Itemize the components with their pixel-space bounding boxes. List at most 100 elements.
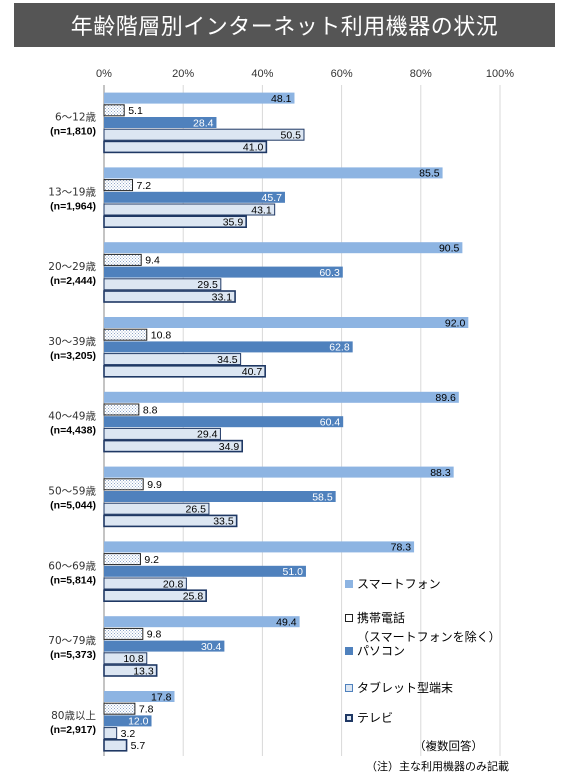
data-label-tablet: 26.5 xyxy=(186,504,207,516)
bar-tablet xyxy=(103,502,210,515)
bar-pc xyxy=(104,341,353,353)
category-sample-size-label: (n=2,444) xyxy=(50,275,96,287)
category-age-label: 30～39歳 xyxy=(48,336,96,348)
bar-tv xyxy=(103,664,158,677)
legend-swatch-tablet xyxy=(345,683,353,692)
legend-item-pc: パソコン xyxy=(345,642,405,659)
bar-tv xyxy=(103,290,236,303)
legend-swatch-pc xyxy=(345,646,353,655)
bar-tablet xyxy=(103,353,242,366)
data-label-smartphone: 89.6 xyxy=(435,392,456,404)
legend-label-tv: テレビ xyxy=(357,711,394,725)
category-age-label: 70～79歳 xyxy=(48,635,96,647)
category-sample-size-label: (n=5,373) xyxy=(50,649,96,661)
data-label-tv: 13.3 xyxy=(133,665,154,677)
note-multiple-answers: （複数回答） xyxy=(414,739,483,753)
data-label-mobile: 7.2 xyxy=(137,180,152,192)
data-label-smartphone: 48.1 xyxy=(271,93,292,105)
data-label-tv: 40.7 xyxy=(242,366,263,378)
data-label-pc: 60.3 xyxy=(319,267,340,279)
data-label-smartphone: 49.4 xyxy=(276,617,297,629)
bar-tv xyxy=(103,140,268,154)
legend-swatch-smartphone xyxy=(345,579,353,588)
bar-smartphone xyxy=(104,541,415,553)
bar-pc xyxy=(104,117,217,128)
legend-label-pc: パソコン xyxy=(357,644,406,658)
bar-mobile xyxy=(103,253,142,266)
data-label-tv: 35.9 xyxy=(223,217,244,229)
category-sample-size-label: (n=1,964) xyxy=(50,200,96,212)
category-age-label: 6～12歳 xyxy=(55,112,97,124)
legend-label-mobile-sub: （スマートフォンを除く） xyxy=(357,630,501,644)
data-label-mobile: 9.4 xyxy=(145,255,160,267)
category-age-label: 80歳以上 xyxy=(51,710,96,722)
legend-label-mobile: 携帯電話 xyxy=(357,611,406,625)
bar-tv xyxy=(103,215,247,228)
data-label-mobile: 9.2 xyxy=(144,554,159,566)
data-label-pc: 60.4 xyxy=(320,417,341,429)
bar-pc xyxy=(104,266,343,278)
legend-label-tablet: タブレット型端末 xyxy=(357,681,454,695)
data-label-pc: 62.8 xyxy=(329,342,350,354)
data-label-tablet: 29.4 xyxy=(197,429,218,441)
data-label-pc: 12.0 xyxy=(128,716,149,728)
bar-smartphone xyxy=(104,317,469,328)
bar-smartphone xyxy=(104,466,454,478)
bar-tablet xyxy=(103,203,276,216)
category-sample-size-label: (n=5,044) xyxy=(50,500,96,512)
bar-pc xyxy=(104,191,285,203)
legend-swatch-mobile xyxy=(345,613,353,622)
data-label-tablet: 20.8 xyxy=(163,578,184,590)
legend-item-mobile: 携帯電話 xyxy=(345,609,405,626)
legend-item-smartphone: スマートフォン xyxy=(345,575,441,592)
data-label-pc: 58.5 xyxy=(312,491,333,503)
bar-tablet xyxy=(103,128,305,141)
bar-smartphone xyxy=(104,242,463,254)
data-label-smartphone: 90.5 xyxy=(439,243,460,255)
data-label-tablet: 34.5 xyxy=(217,354,238,366)
category-sample-size-label: (n=2,917) xyxy=(50,724,96,736)
bar-pc xyxy=(104,416,344,428)
data-label-mobile: 8.8 xyxy=(143,404,158,416)
bar-mobile xyxy=(103,627,144,640)
bar-tablet xyxy=(103,427,221,440)
data-label-pc: 45.7 xyxy=(262,192,283,204)
bar-pc xyxy=(104,491,336,502)
bar-pc xyxy=(104,640,225,652)
data-label-mobile: 9.8 xyxy=(147,629,162,641)
bar-tv xyxy=(103,738,128,752)
category-age-label: 40～49歳 xyxy=(48,411,96,423)
data-label-pc: 51.0 xyxy=(283,566,304,578)
category-sample-size-label: (n=3,205) xyxy=(50,350,96,362)
data-label-tv: 41.0 xyxy=(243,142,264,154)
legend-item-tablet: タブレット型端末 xyxy=(345,679,453,696)
data-label-tv: 33.1 xyxy=(212,291,233,303)
data-label-pc: 30.4 xyxy=(201,641,222,653)
bar-tablet xyxy=(103,577,187,590)
bar-smartphone xyxy=(104,167,443,179)
bar-tv xyxy=(103,439,244,453)
chart-title: 年齢階層別インターネット利用機器の状況 xyxy=(14,3,555,47)
bar-mobile xyxy=(103,179,134,192)
category-sample-size-label: (n=1,810) xyxy=(50,126,96,138)
data-label-smartphone: 78.3 xyxy=(391,542,412,554)
bar-mobile xyxy=(103,328,148,341)
data-label-tablet: 43.1 xyxy=(251,204,272,216)
data-label-tablet: 10.8 xyxy=(123,653,144,665)
legend-label-smartphone: スマートフォン xyxy=(357,577,441,591)
bar-smartphone xyxy=(104,92,295,104)
bar-tablet xyxy=(103,652,148,665)
data-label-pc: 28.4 xyxy=(193,117,214,129)
category-sample-size-label: (n=5,814) xyxy=(50,574,96,586)
data-label-tv: 34.9 xyxy=(219,441,240,453)
data-label-tv: 5.7 xyxy=(131,740,146,752)
bar-tv xyxy=(103,514,238,528)
legend-item-tv: テレビ xyxy=(345,709,393,726)
category-age-label: 60～69歳 xyxy=(48,560,96,572)
data-label-mobile: 5.1 xyxy=(128,105,143,117)
bar-pc xyxy=(104,565,306,577)
bar-mobile xyxy=(103,702,136,715)
x-tick-label: 40% xyxy=(251,68,273,80)
bar-mobile xyxy=(103,403,140,416)
